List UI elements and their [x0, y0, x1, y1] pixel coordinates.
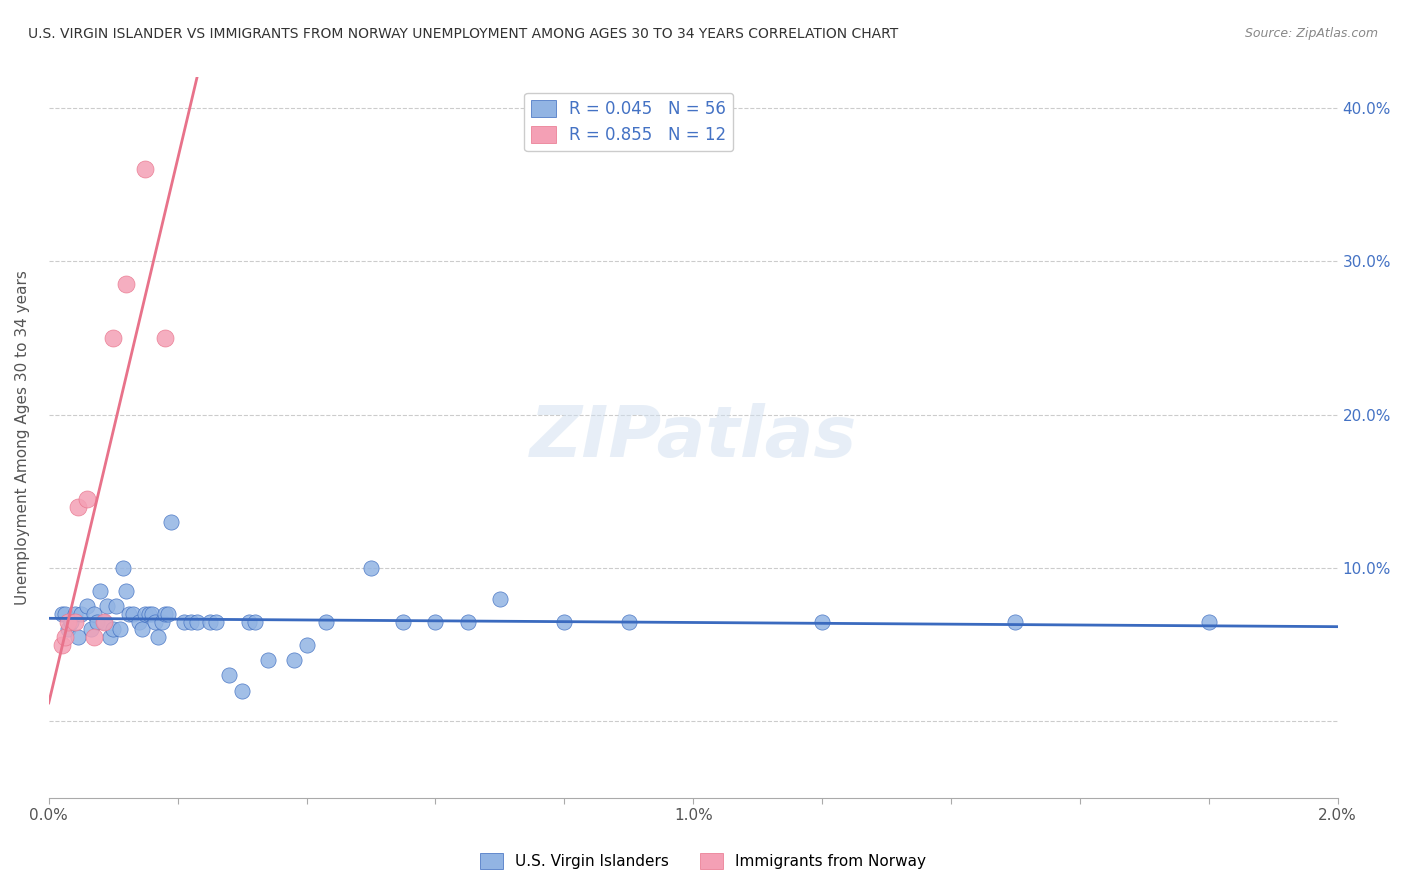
- Point: [63, 607, 86, 621]
- Point: [243, 615, 266, 629]
- Point: [103, 331, 125, 345]
- Point: [79, 623, 101, 637]
- Point: [56, 615, 79, 629]
- Point: [131, 623, 153, 637]
- Point: [160, 515, 183, 529]
- Point: [218, 668, 240, 682]
- Point: [180, 615, 202, 629]
- Point: [98, 630, 121, 644]
- Legend: U.S. Virgin Islanders, Immigrants from Norway: U.S. Virgin Islanders, Immigrants from N…: [474, 847, 932, 875]
- Point: [53, 630, 76, 644]
- Point: [205, 615, 228, 629]
- Point: [128, 615, 150, 629]
- Point: [93, 615, 115, 629]
- Point: [173, 615, 195, 629]
- Point: [553, 615, 575, 629]
- Point: [108, 623, 131, 637]
- Point: [89, 584, 111, 599]
- Point: [121, 607, 143, 621]
- Point: [115, 277, 138, 292]
- Point: [51, 607, 73, 621]
- Point: [150, 615, 173, 629]
- Point: [138, 607, 160, 621]
- Point: [198, 615, 221, 629]
- Point: [238, 615, 260, 629]
- Point: [53, 607, 76, 621]
- Point: [66, 630, 89, 644]
- Point: [186, 615, 208, 629]
- Point: [115, 584, 138, 599]
- Point: [148, 630, 170, 644]
- Text: U.S. VIRGIN ISLANDER VS IMMIGRANTS FROM NORWAY UNEMPLOYMENT AMONG AGES 30 TO 34 : U.S. VIRGIN ISLANDER VS IMMIGRANTS FROM …: [28, 27, 898, 41]
- Point: [60, 615, 83, 629]
- Point: [105, 599, 128, 614]
- Point: [76, 492, 98, 507]
- Legend: R = 0.045   N = 56, R = 0.855   N = 12: R = 0.045 N = 56, R = 0.855 N = 12: [524, 93, 733, 151]
- Point: [111, 561, 134, 575]
- Point: [425, 615, 447, 629]
- Point: [66, 500, 89, 514]
- Point: [83, 607, 105, 621]
- Y-axis label: Unemployment Among Ages 30 to 34 years: Unemployment Among Ages 30 to 34 years: [15, 270, 30, 605]
- Point: [315, 615, 337, 629]
- Point: [489, 591, 512, 606]
- Point: [231, 683, 253, 698]
- Point: [118, 607, 141, 621]
- Point: [283, 653, 305, 667]
- Point: [1004, 615, 1026, 629]
- Point: [134, 607, 156, 621]
- Point: [153, 331, 176, 345]
- Point: [96, 599, 118, 614]
- Point: [1198, 615, 1220, 629]
- Point: [134, 162, 156, 177]
- Point: [143, 615, 166, 629]
- Point: [83, 630, 105, 644]
- Point: [86, 615, 108, 629]
- Point: [93, 615, 115, 629]
- Point: [56, 623, 79, 637]
- Point: [153, 607, 176, 621]
- Point: [103, 623, 125, 637]
- Point: [295, 638, 318, 652]
- Text: Source: ZipAtlas.com: Source: ZipAtlas.com: [1244, 27, 1378, 40]
- Point: [70, 607, 93, 621]
- Point: [141, 607, 163, 621]
- Point: [392, 615, 415, 629]
- Point: [457, 615, 479, 629]
- Point: [63, 615, 86, 629]
- Point: [76, 599, 98, 614]
- Point: [360, 561, 382, 575]
- Point: [617, 615, 640, 629]
- Point: [811, 615, 834, 629]
- Text: ZIPatlas: ZIPatlas: [530, 403, 856, 472]
- Point: [51, 638, 73, 652]
- Point: [257, 653, 280, 667]
- Point: [156, 607, 179, 621]
